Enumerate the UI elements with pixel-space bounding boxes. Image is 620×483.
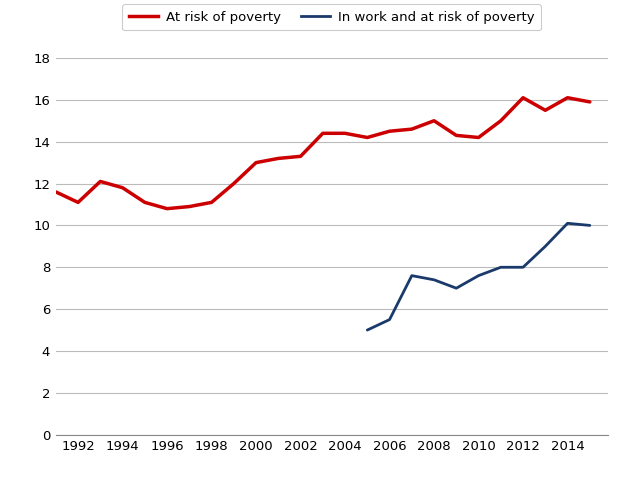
At risk of poverty (208, 199, 215, 205)
Line: At risk of poverty: At risk of poverty (56, 98, 590, 209)
In work and at risk of poverty (386, 317, 393, 323)
At risk of poverty (297, 154, 304, 159)
In work and at risk of poverty (475, 273, 482, 279)
In work and at risk of poverty (542, 243, 549, 249)
In work and at risk of poverty (520, 264, 527, 270)
In work and at risk of poverty (497, 264, 505, 270)
At risk of poverty (52, 189, 60, 195)
At risk of poverty (386, 128, 393, 134)
At risk of poverty (564, 95, 571, 100)
At risk of poverty (453, 132, 460, 138)
At risk of poverty (141, 199, 149, 205)
At risk of poverty (163, 206, 170, 212)
At risk of poverty (363, 135, 371, 141)
At risk of poverty (408, 126, 415, 132)
At risk of poverty (319, 130, 327, 136)
At risk of poverty (275, 156, 282, 161)
At risk of poverty (430, 118, 438, 124)
At risk of poverty (497, 118, 505, 124)
At risk of poverty (475, 135, 482, 141)
At risk of poverty (520, 95, 527, 100)
In work and at risk of poverty (564, 220, 571, 226)
In work and at risk of poverty (408, 273, 415, 279)
In work and at risk of poverty (586, 223, 593, 228)
In work and at risk of poverty (453, 285, 460, 291)
Line: In work and at risk of poverty: In work and at risk of poverty (367, 223, 590, 330)
At risk of poverty (97, 179, 104, 185)
At risk of poverty (74, 199, 82, 205)
Legend: At risk of poverty, In work and at risk of poverty: At risk of poverty, In work and at risk … (123, 4, 541, 30)
At risk of poverty (252, 160, 260, 166)
In work and at risk of poverty (430, 277, 438, 283)
At risk of poverty (342, 130, 349, 136)
At risk of poverty (230, 181, 237, 186)
At risk of poverty (542, 107, 549, 113)
At risk of poverty (119, 185, 126, 191)
In work and at risk of poverty (363, 327, 371, 333)
At risk of poverty (185, 204, 193, 210)
At risk of poverty (586, 99, 593, 105)
